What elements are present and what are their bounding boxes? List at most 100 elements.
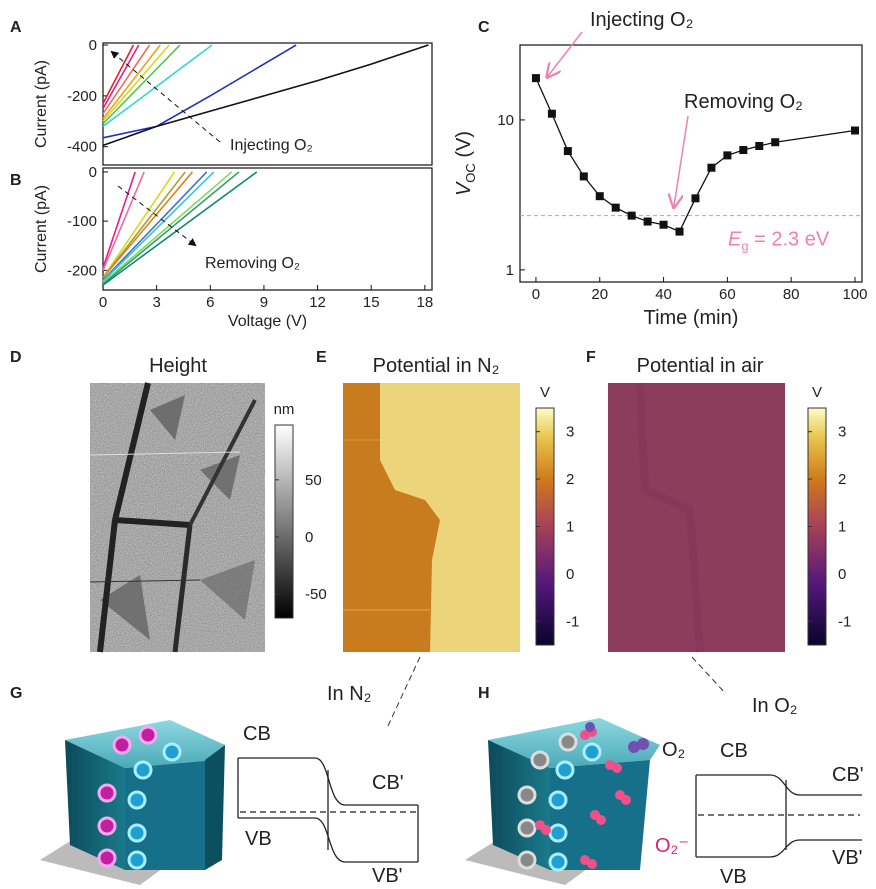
y-tick-label: -200: [67, 88, 97, 105]
y-tick-label: -400: [67, 139, 97, 156]
band-label: VB': [372, 865, 403, 887]
colorbar-tick-label: 0: [305, 529, 313, 546]
panel-title: Potential in air: [637, 355, 764, 377]
panel-label: F: [586, 349, 596, 366]
y-tick-label: 0: [89, 164, 97, 181]
y-tick-label: 1: [506, 262, 514, 279]
colorbar-tick-label: -1: [566, 613, 579, 630]
panel-label: D: [10, 349, 22, 366]
data-line: [103, 45, 149, 114]
panel-label: C: [478, 19, 490, 36]
crystal-block: [465, 718, 660, 885]
label-part: = 2.3 eV: [749, 229, 830, 251]
data-point: [580, 172, 588, 180]
condition-label: In O₂: [752, 695, 798, 717]
molecule-label: O₂: [662, 739, 685, 761]
colorbar-tick-label: 0: [566, 566, 574, 583]
colorbar-unit: nm: [274, 401, 295, 418]
y-tick-label: 0: [89, 37, 97, 54]
label-part: (V): [453, 131, 475, 163]
connector: [692, 657, 726, 694]
label-part: OC: [463, 163, 478, 183]
data-point: [644, 218, 652, 226]
band-label: CB': [832, 764, 864, 786]
height-map: [90, 383, 265, 652]
band-label: CB: [243, 723, 271, 745]
x-tick-label: 12: [309, 294, 326, 311]
connector: [387, 657, 420, 728]
band-label: CB': [372, 772, 404, 794]
data-point: [707, 164, 715, 172]
data-line: [103, 45, 139, 109]
colorbar-tick-label: 0: [838, 566, 846, 583]
x-axis-label: Voltage (V): [228, 313, 307, 330]
data-line: [103, 172, 192, 278]
x-axis-label: Time (min): [644, 307, 739, 329]
potential-map-air: [608, 383, 785, 652]
chart: 0 -200 -400 Current (pA) Injecting O₂: [33, 37, 432, 165]
panel-label: B: [10, 172, 22, 189]
label-part: g: [741, 239, 748, 254]
band-label: VB: [720, 866, 747, 888]
colorbar-tick-label: 3: [838, 424, 846, 441]
x-tick-label: 80: [783, 286, 800, 303]
data-point: [771, 138, 779, 146]
data-point: [612, 204, 620, 212]
colorbar-unit: V: [540, 384, 550, 401]
reference-label: Eg = 2.3 eV: [728, 229, 830, 254]
colorbar-tick-label: 1: [566, 519, 574, 536]
annotation: Injecting O₂: [230, 137, 313, 154]
panel-label: A: [10, 19, 22, 36]
annotation: Removing O₂: [205, 255, 300, 272]
panel-label: E: [316, 349, 327, 366]
panel-label: H: [478, 685, 490, 702]
band-label: VB: [245, 828, 272, 850]
molecule-label: O₂⁻: [655, 835, 689, 857]
colorbar-tick-label: -50: [305, 586, 327, 603]
x-tick-label: 0: [532, 286, 540, 303]
y-tick-label: -100: [67, 213, 97, 230]
x-tick-label: 6: [206, 294, 214, 311]
data-point: [532, 74, 540, 82]
data-line: [103, 172, 185, 278]
data-point: [660, 221, 668, 229]
colorbar-tick-label: 3: [566, 424, 574, 441]
data-point: [628, 212, 636, 220]
panel-title: Height: [149, 355, 207, 377]
crystal-block: [40, 720, 225, 885]
data-line: [103, 45, 296, 138]
x-tick-label: 3: [152, 294, 160, 311]
data-point: [548, 110, 556, 118]
x-tick-label: 0: [99, 294, 107, 311]
data-line: [103, 172, 175, 278]
y-axis-label: Current (pA): [33, 60, 50, 148]
colorbar-tick-label: 2: [566, 471, 574, 488]
data-point: [691, 194, 699, 202]
data-point: [755, 142, 763, 150]
data-line: [103, 172, 214, 281]
y-axis-label: Current (pA): [33, 185, 50, 273]
x-tick-label: 18: [417, 294, 434, 311]
potential-map-n2: [343, 383, 520, 652]
colorbar-unit: V: [812, 384, 822, 401]
data-point: [723, 151, 731, 159]
data-point: [676, 228, 684, 236]
label-part: E: [728, 229, 742, 251]
colorbar: [275, 425, 293, 618]
data-point: [596, 192, 604, 200]
x-tick-label: 20: [591, 286, 608, 303]
annotation: Injecting O₂: [590, 9, 693, 31]
colorbar-tick-label: 2: [838, 471, 846, 488]
band-diagram: [696, 775, 862, 857]
figure: 0-200-400Current (pA)Injecting O₂0-100-2…: [0, 0, 876, 889]
colorbar-tick-label: 50: [305, 472, 322, 489]
annotation-arrow: [674, 116, 688, 206]
data-line: [103, 172, 207, 280]
annotation: Removing O₂: [684, 91, 803, 113]
band-label: CB: [720, 740, 748, 762]
colorbar-tick-label: -1: [838, 613, 851, 630]
data-line: [103, 45, 428, 145]
x-tick-label: 100: [842, 286, 867, 303]
